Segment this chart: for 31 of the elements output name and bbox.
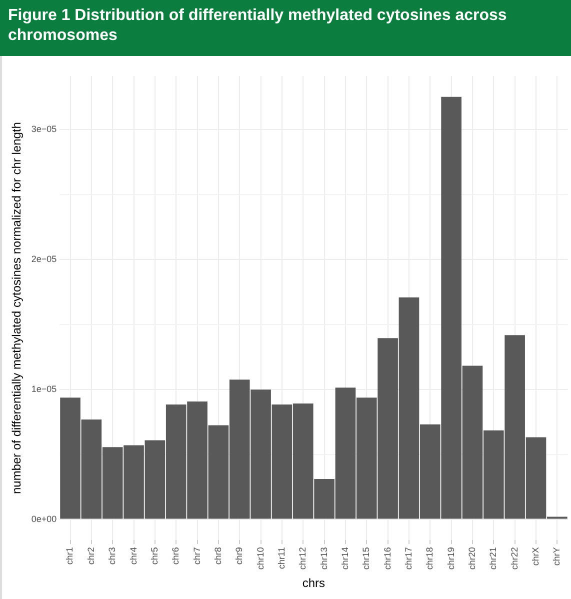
x-tick-label: chr1 xyxy=(64,547,75,565)
x-tick-label: chr14 xyxy=(340,547,350,570)
x-tick-label: chrX xyxy=(530,547,540,566)
x-tick-label: chr6 xyxy=(170,547,181,565)
x-tick-label: chr16 xyxy=(382,547,392,570)
x-tick-label: chr13 xyxy=(318,547,329,570)
x-tick-label: chr21 xyxy=(488,547,498,570)
x-tick-label: chr10 xyxy=(255,547,266,570)
x-axis-title: chrs xyxy=(302,576,326,590)
x-tick-label: chr2 xyxy=(86,547,96,565)
y-tick-label: 2e−05 xyxy=(31,254,57,264)
chart-title: Figure 1 Distribution of differentially methylated cytosines across chromosomes xyxy=(0,0,571,56)
y-axis-title: number of differentially methylated cytosines normalized for chr length xyxy=(10,122,24,494)
x-tick-label: chr11 xyxy=(276,547,286,569)
x-tick-label: chr22 xyxy=(509,547,520,570)
x-tick-label: chr8 xyxy=(212,547,223,565)
x-tick-label: chr19 xyxy=(446,547,456,570)
x-tick-label: chr9 xyxy=(234,547,244,565)
x-tick-label: chr3 xyxy=(107,547,118,565)
x-tick-label: chr4 xyxy=(128,547,138,565)
x-tick-label: chr18 xyxy=(424,547,435,570)
x-tick-label: chr7 xyxy=(192,547,202,565)
x-tick-label: chrY xyxy=(552,547,562,566)
x-tick-label: chr15 xyxy=(361,547,372,570)
x-tick-label: chr12 xyxy=(298,547,308,570)
y-tick-label: 0e+00 xyxy=(31,514,57,524)
x-tick-label: chr17 xyxy=(403,547,414,570)
x-tick-label: chr20 xyxy=(466,547,477,570)
y-tick-label: 1e−05 xyxy=(31,384,57,394)
y-tick-label: 3e−05 xyxy=(31,124,57,134)
x-tick-label: chr5 xyxy=(149,547,160,565)
